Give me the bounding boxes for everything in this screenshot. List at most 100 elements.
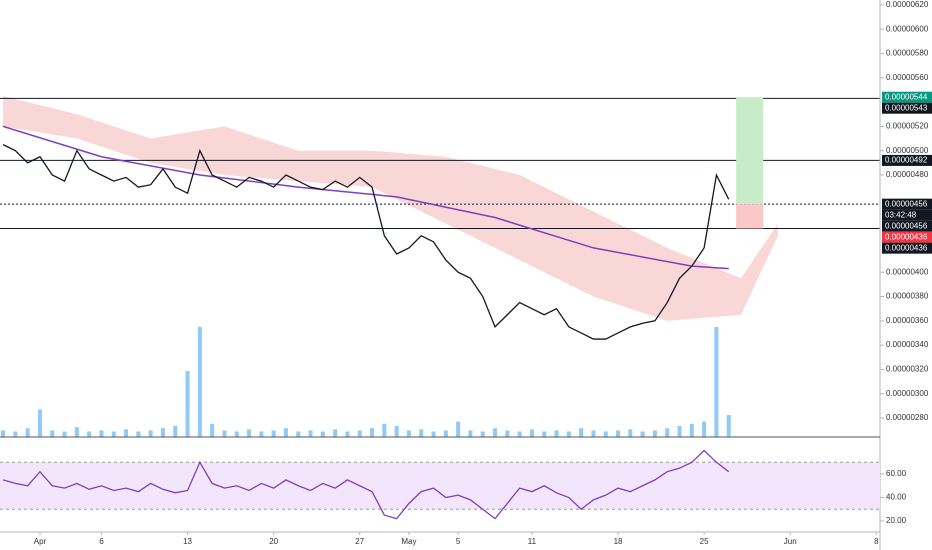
x-tick-label: 25 — [700, 537, 709, 546]
price-label-box — [882, 231, 932, 243]
volume-bar — [665, 428, 670, 437]
volume-bar — [406, 430, 411, 437]
x-tick-label: 8 — [874, 537, 879, 546]
volume-bar — [210, 423, 215, 437]
volume-bar — [517, 431, 522, 437]
y-tick-label: 0.00000560 — [886, 73, 929, 82]
volume-bar — [99, 430, 104, 437]
volume-bar — [13, 431, 18, 437]
volume-bar — [616, 430, 621, 437]
volume-bar — [320, 431, 325, 437]
y-tick-label: 0.00000580 — [886, 49, 929, 58]
price-label-box — [882, 91, 932, 103]
volume-bar — [726, 415, 731, 437]
ichimoku-cloud — [3, 96, 778, 321]
position-stop — [736, 204, 764, 229]
volume-bar — [259, 431, 264, 437]
x-tick-label: May — [401, 537, 416, 546]
volume-bar — [394, 426, 399, 437]
volume-bar — [148, 430, 153, 437]
volume-bar — [702, 421, 707, 437]
volume-bar — [480, 431, 485, 437]
y-tick-label: 0.00000280 — [886, 413, 929, 422]
y-tick-label: 0.00000500 — [886, 146, 929, 155]
price-label: 0.00000492 — [885, 156, 928, 165]
volume-bar — [25, 428, 30, 437]
volume-bar — [222, 430, 227, 437]
price-label: 0.00000456 — [885, 221, 928, 230]
rsi-line — [2, 449, 730, 520]
price-label: 0.00000456 — [885, 199, 928, 208]
position-target — [736, 97, 764, 205]
volume-bar — [382, 423, 387, 437]
price-label: 0.00000436 — [885, 232, 928, 241]
rsi-tick-label: 20.00 — [886, 516, 907, 525]
volume-bar — [160, 428, 165, 437]
moving-average — [2, 125, 729, 270]
y-tick-label: 0.00000520 — [886, 121, 929, 130]
volume-bar — [529, 429, 534, 437]
volume-bar — [542, 431, 547, 437]
volume-bar — [62, 431, 67, 437]
price-label-box — [882, 209, 932, 221]
volume-bar — [173, 426, 178, 437]
volume-bar — [714, 327, 719, 437]
price-label: 03:42:48 — [885, 210, 917, 219]
volume-bar — [111, 431, 116, 437]
volume-bar — [431, 431, 436, 437]
volume-bar — [579, 428, 584, 437]
volume-bar — [185, 371, 190, 437]
volume-bar — [345, 431, 350, 437]
volume-bar — [505, 430, 510, 437]
x-tick-label: 5 — [456, 537, 461, 546]
volume-bar — [566, 431, 571, 437]
x-tick-label: 20 — [269, 537, 278, 546]
x-tick-label: 27 — [355, 537, 364, 546]
volume-bar — [296, 431, 301, 437]
y-tick-label: 0.00000400 — [886, 267, 929, 276]
y-tick-label: 0.00000320 — [886, 365, 929, 374]
volume-bar — [603, 431, 608, 437]
volume-bar — [370, 428, 375, 437]
y-tick-label: 0.00000620 — [886, 0, 929, 9]
x-tick-label: 18 — [614, 537, 623, 546]
volume-bar — [628, 429, 633, 437]
volume-bar — [419, 429, 424, 437]
y-tick-label: 0.00000300 — [886, 389, 929, 398]
volume-bar — [136, 431, 141, 437]
price-label-box — [882, 154, 932, 166]
volume-bar — [554, 430, 559, 437]
price-label-box — [882, 220, 932, 232]
price-label-box — [882, 198, 932, 210]
volume-bar — [37, 409, 42, 437]
y-tick-label: 0.00000600 — [886, 24, 929, 33]
volume-bar — [124, 429, 129, 437]
rsi-tick-label: 40.00 — [886, 493, 907, 502]
volume-bar — [234, 431, 239, 437]
volume-bar — [271, 430, 276, 437]
volume-bar — [591, 430, 596, 437]
volume-bar — [443, 430, 448, 437]
volume-bar — [333, 429, 338, 437]
price-label: 0.00000436 — [885, 243, 928, 252]
y-tick-label: 0.00000480 — [886, 170, 929, 179]
volume-bar — [357, 430, 362, 437]
price-line — [2, 144, 730, 340]
y-tick-label: 0.00000360 — [886, 316, 929, 325]
x-tick-label: Apr — [34, 537, 47, 546]
x-tick-label: Jun — [784, 537, 797, 546]
price-label-box — [882, 242, 932, 254]
x-tick-label: 11 — [528, 537, 537, 546]
x-tick-label: 13 — [183, 537, 192, 546]
volume-bar — [87, 431, 92, 437]
y-tick-label: 0.00000340 — [886, 340, 929, 349]
rsi-band — [0, 462, 880, 510]
volume-bar — [468, 430, 473, 437]
volume-bar — [197, 327, 202, 437]
volume-bar — [652, 430, 657, 437]
volume-bar — [1, 430, 6, 437]
volume-bar — [493, 428, 498, 437]
volume-bar — [50, 430, 55, 437]
volume-bar — [308, 430, 313, 437]
